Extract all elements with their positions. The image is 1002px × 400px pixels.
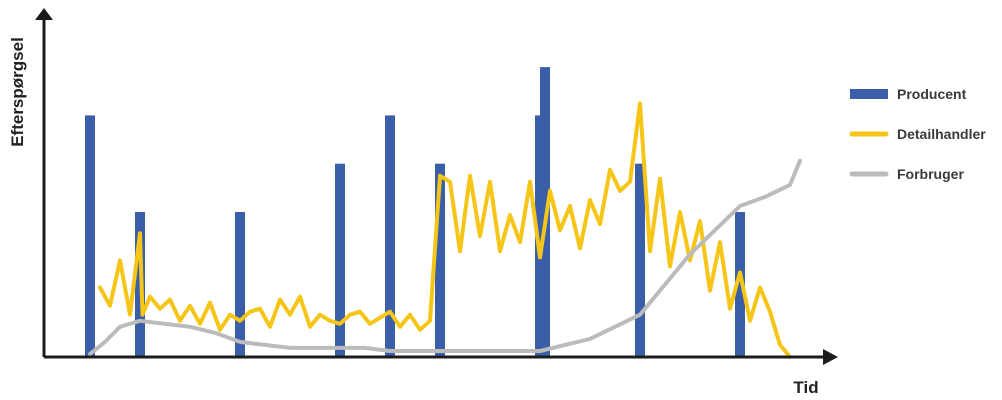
legend-label-detailhandler: Detailhandler bbox=[897, 126, 986, 142]
y-axis-arrow bbox=[35, 8, 53, 20]
detailhandler-line bbox=[98, 101, 792, 359]
producent-bar-2 bbox=[235, 212, 245, 357]
axes bbox=[35, 8, 838, 365]
forbruger-line bbox=[88, 158, 802, 356]
legend-item-detailhandler: Detailhandler bbox=[849, 126, 986, 142]
producent-bar-8 bbox=[635, 163, 645, 357]
y-axis-label: Efterspørgsel bbox=[8, 37, 27, 147]
legend-label-forbruger: Forbruger bbox=[897, 166, 964, 182]
producent-bar-9 bbox=[735, 212, 745, 357]
legend-item-forbruger: Forbruger bbox=[849, 166, 964, 182]
producent-bar-0 bbox=[85, 115, 95, 358]
producent-bar-3 bbox=[335, 163, 345, 357]
legend-label-producent: Producent bbox=[897, 86, 967, 102]
x-axis-label: Tid bbox=[793, 378, 818, 397]
legend: Producent Detailhandler Forbruger bbox=[849, 86, 986, 182]
legend-swatch-producent bbox=[850, 89, 888, 99]
producent-bar-5 bbox=[435, 163, 445, 357]
lines-layer bbox=[88, 101, 802, 359]
legend-item-producent: Producent bbox=[850, 86, 967, 102]
producent-bar-4 bbox=[385, 115, 395, 358]
x-axis-arrow bbox=[823, 349, 838, 365]
